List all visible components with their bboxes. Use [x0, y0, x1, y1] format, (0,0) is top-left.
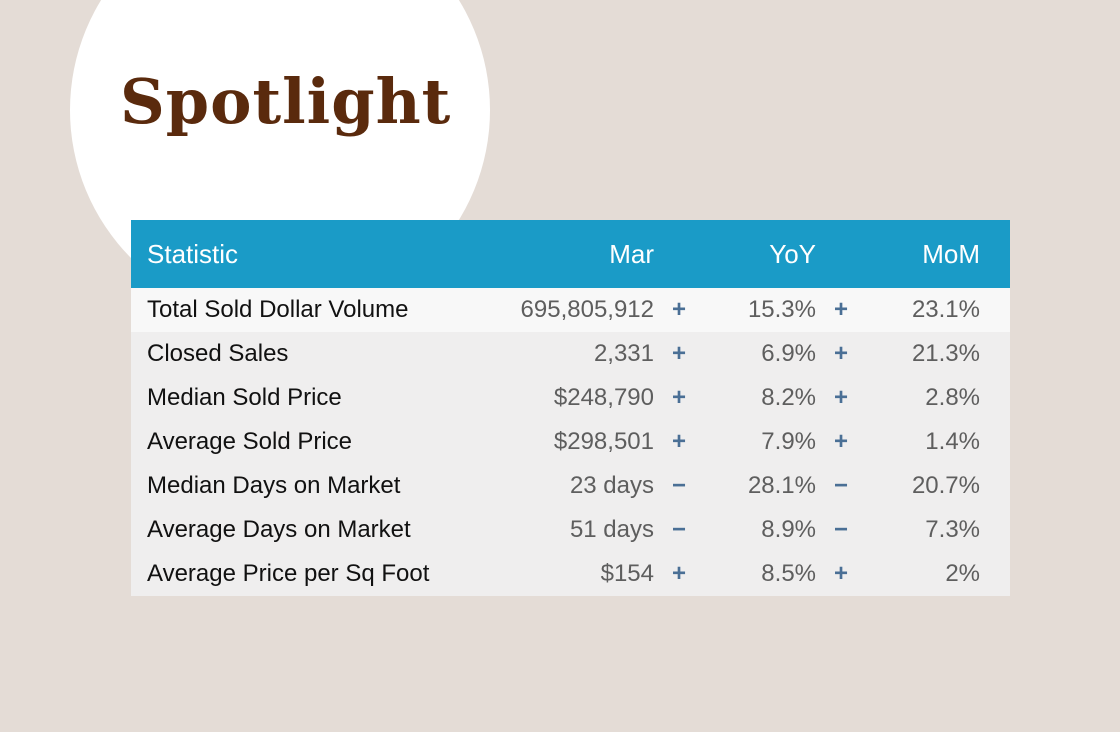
mom-value: 23.1%: [911, 296, 980, 323]
table-row: Median Days on Market 23 days − 28.1% − …: [131, 464, 1010, 508]
yoy-plus-icon: +: [671, 340, 686, 367]
yoy-plus-icon: +: [671, 428, 686, 455]
month-value: $298,501: [553, 428, 654, 455]
yoy-value: 28.1%: [747, 472, 816, 499]
yoy-plus-icon: +: [671, 560, 686, 587]
mom-plus-icon: +: [833, 560, 848, 587]
column-header-mom: MoM: [922, 238, 980, 269]
mom-plus-icon: +: [833, 384, 848, 411]
column-header-statistic: Statistic: [147, 238, 239, 269]
statistic-name: Average Days on Market: [147, 516, 411, 543]
table-row: Average Days on Market 51 days − 8.9% − …: [131, 508, 1010, 552]
yoy-value: 8.2%: [761, 384, 816, 411]
month-value: 695,805,912: [520, 296, 654, 323]
month-value: $154: [600, 560, 654, 587]
month-value: 51 days: [569, 516, 654, 543]
yoy-plus-icon: +: [671, 384, 686, 411]
statistic-name: Average Price per Sq Foot: [147, 560, 430, 587]
month-value: 2,331: [593, 340, 654, 367]
yoy-value: 8.9%: [761, 516, 816, 543]
column-header-month: Mar: [609, 238, 654, 269]
statistic-name: Median Sold Price: [147, 384, 342, 411]
mom-value: 20.7%: [911, 472, 980, 499]
mom-plus-icon: +: [833, 340, 848, 367]
spotlight-stats-table: Statistic Mar YoY MoM Total Sold Dollar …: [131, 220, 1010, 596]
table-header-row: Statistic Mar YoY MoM: [131, 220, 1010, 288]
mom-value: 2.8%: [925, 384, 980, 411]
yoy-minus-icon: −: [671, 472, 686, 499]
yoy-minus-icon: −: [671, 516, 686, 543]
table-row: Total Sold Dollar Volume 695,805,912 + 1…: [131, 288, 1010, 332]
mom-value: 7.3%: [925, 516, 980, 543]
table-row: Average Sold Price $298,501 + 7.9% + 1.4…: [131, 420, 1010, 464]
table-header: Statistic Mar YoY MoM: [131, 220, 1010, 288]
statistic-name: Total Sold Dollar Volume: [147, 296, 409, 323]
column-header-yoy: YoY: [769, 238, 816, 269]
table-body: Total Sold Dollar Volume 695,805,912 + 1…: [131, 288, 1010, 596]
column-header-mom-sign-spacer: [816, 220, 866, 288]
mom-minus-icon: −: [833, 516, 848, 543]
table-row: Closed Sales 2,331 + 6.9% + 21.3%: [131, 332, 1010, 376]
statistic-name: Median Days on Market: [147, 472, 401, 499]
month-value: 23 days: [569, 472, 654, 499]
statistic-name: Average Sold Price: [147, 428, 353, 455]
mom-plus-icon: +: [833, 296, 848, 323]
column-header-yoy-sign-spacer: [654, 220, 704, 288]
yoy-value: 6.9%: [761, 340, 816, 367]
yoy-value: 8.5%: [761, 560, 816, 587]
yoy-value: 15.3%: [747, 296, 816, 323]
yoy-plus-icon: +: [671, 296, 686, 323]
mom-value: 21.3%: [911, 340, 980, 367]
mom-plus-icon: +: [833, 428, 848, 455]
month-value: $248,790: [553, 384, 654, 411]
statistic-name: Closed Sales: [147, 340, 289, 367]
mom-value: 1.4%: [925, 428, 980, 455]
table-row: Average Price per Sq Foot $154 + 8.5% + …: [131, 552, 1010, 596]
mom-minus-icon: −: [833, 472, 848, 499]
mom-value: 2%: [945, 560, 980, 587]
page-title: Spotlight: [120, 65, 452, 138]
table-row: Median Sold Price $248,790 + 8.2% + 2.8%: [131, 376, 1010, 420]
yoy-value: 7.9%: [761, 428, 816, 455]
